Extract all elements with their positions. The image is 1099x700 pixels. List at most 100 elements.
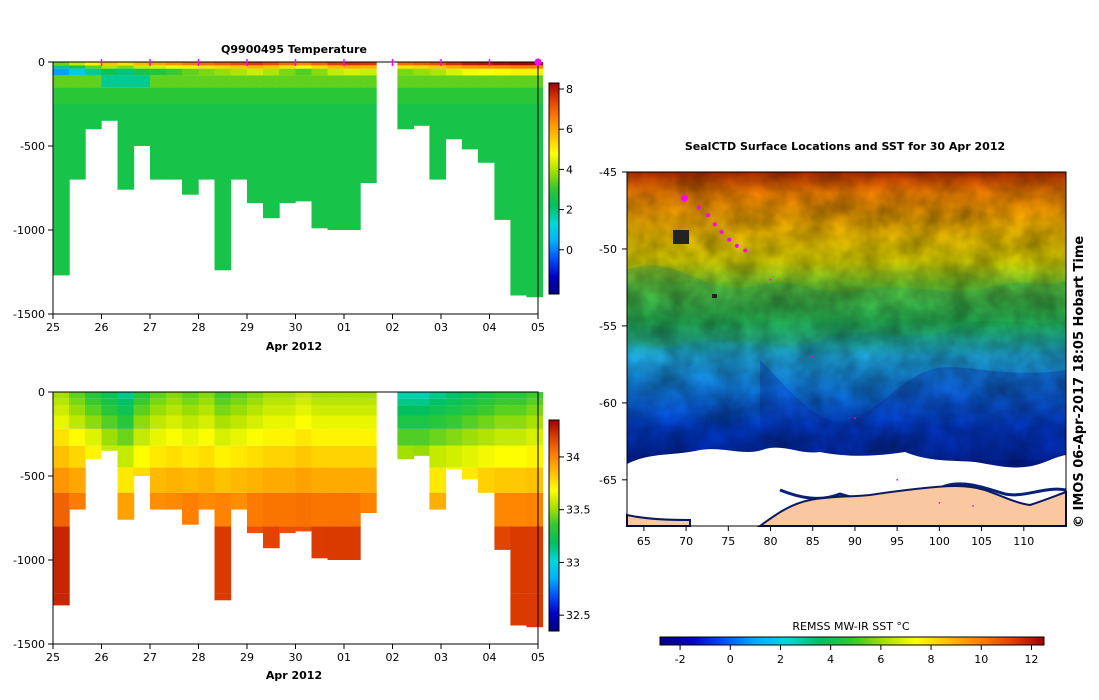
x-tick-label: 01 [337, 321, 351, 334]
temperature-cell [166, 65, 183, 69]
salinity-cell [413, 429, 431, 446]
salinity-cell [117, 398, 135, 406]
salinity-cell [230, 429, 248, 446]
salinity-cell [101, 405, 119, 416]
map-x-tick-label: 70 [679, 535, 693, 548]
salinity-cell [117, 392, 135, 399]
salinity-cell [53, 492, 70, 527]
x-tick-label: 30 [289, 651, 303, 664]
salinity-cell [150, 405, 167, 416]
y-tick-label: 0 [38, 386, 45, 399]
temperature-cell [150, 62, 167, 66]
temperature-cell [85, 87, 102, 104]
temperature-cell [279, 68, 296, 76]
salinity-cell [85, 405, 102, 416]
temperature-cell [117, 68, 135, 76]
salinity-cell [311, 405, 329, 416]
salinity-cell [397, 415, 415, 429]
track-point [854, 417, 856, 420]
salinity-cell [510, 445, 528, 468]
temperature-cell [429, 87, 447, 104]
temperature-cell [461, 65, 479, 69]
map-x-tick-label: 65 [637, 535, 651, 548]
track-point [719, 230, 724, 234]
x-tick-label: 27 [143, 321, 157, 334]
map-x-tick-label: 105 [971, 535, 992, 548]
sst-map-y-axis: -45 -50 -55 -60 -65 [599, 166, 627, 487]
salinity-cell [494, 398, 512, 406]
salinity-cell [295, 398, 313, 406]
salinity-cell [327, 467, 345, 493]
salinity-cell [445, 405, 463, 416]
salinity-cell [461, 392, 479, 399]
temperature-cell [214, 68, 232, 76]
temperature-cell [53, 65, 70, 69]
salinity-cell [230, 398, 248, 406]
salinity-cell [133, 398, 151, 406]
temperature-cell [413, 87, 431, 104]
track-point [706, 213, 710, 218]
x-tick-label: 02 [386, 321, 400, 334]
salinity-cell [53, 445, 70, 468]
sst-map-frame [626, 171, 1067, 527]
salinity-cell [279, 526, 296, 534]
salinity-cell [295, 492, 313, 527]
salinity-cell [526, 560, 544, 594]
salinity-cell [311, 429, 329, 446]
salinity-cell [166, 398, 183, 406]
temperature-cell [397, 65, 415, 69]
y-tick-label: 0 [38, 56, 45, 69]
salinity-cell [429, 405, 447, 416]
salinity-cell [295, 415, 313, 429]
salinity-cell [311, 415, 329, 429]
salinity-cell [360, 467, 377, 493]
sst-colorbar-tick-label: 0 [727, 653, 734, 666]
salinity-cell [295, 467, 313, 493]
x-tick-label: 25 [46, 321, 60, 334]
track-point [769, 278, 772, 281]
salinity-cell [230, 405, 248, 416]
temperature-cell [295, 87, 313, 104]
temperature-profile-markers [100, 58, 542, 66]
temperature-cell [327, 75, 345, 88]
salinity-cell [69, 415, 86, 429]
salinity-cell [526, 526, 544, 560]
temperature-cell [150, 68, 167, 76]
track-point [696, 205, 701, 210]
salinity-cell [413, 445, 431, 456]
temperature-cell [53, 68, 70, 76]
temperature-cell [327, 68, 345, 76]
salinity-cell [263, 398, 280, 406]
temperature-cell [166, 104, 183, 180]
salinity-cell [526, 405, 544, 416]
salinity-cell [279, 392, 296, 399]
temperature-cell [214, 75, 232, 88]
salinity-cell [230, 492, 248, 510]
temperature-cell [311, 62, 329, 66]
temperature-cell [230, 75, 248, 88]
seal-track [680, 194, 974, 507]
temperature-cell [344, 68, 361, 76]
salinity-cell [247, 467, 264, 493]
salinity-colorbar-fill [548, 419, 560, 632]
salinity-cell [429, 445, 447, 468]
salinity-cell [360, 415, 377, 429]
salinity-cell [53, 398, 70, 406]
temperature-cell [69, 62, 86, 66]
salinity-cell [526, 593, 544, 628]
sst-colorbar-tick-label: 2 [777, 653, 784, 666]
temperature-cell [166, 62, 183, 66]
map-x-tick-label: 85 [806, 535, 820, 548]
salinity-cell [510, 560, 528, 594]
temperature-cell [397, 104, 415, 130]
salinity-cell [230, 392, 248, 399]
temperature-cell [85, 62, 102, 66]
temperature-cell [494, 62, 512, 66]
temperature-cell [344, 65, 361, 69]
salinity-cell [311, 492, 329, 527]
salinity-cell [69, 398, 86, 406]
salinity-cell [150, 398, 167, 406]
salinity-cell [295, 429, 313, 446]
sst-map-title: SealCTD Surface Locations and SST for 30… [685, 140, 1005, 153]
temperature-cell [150, 104, 167, 180]
